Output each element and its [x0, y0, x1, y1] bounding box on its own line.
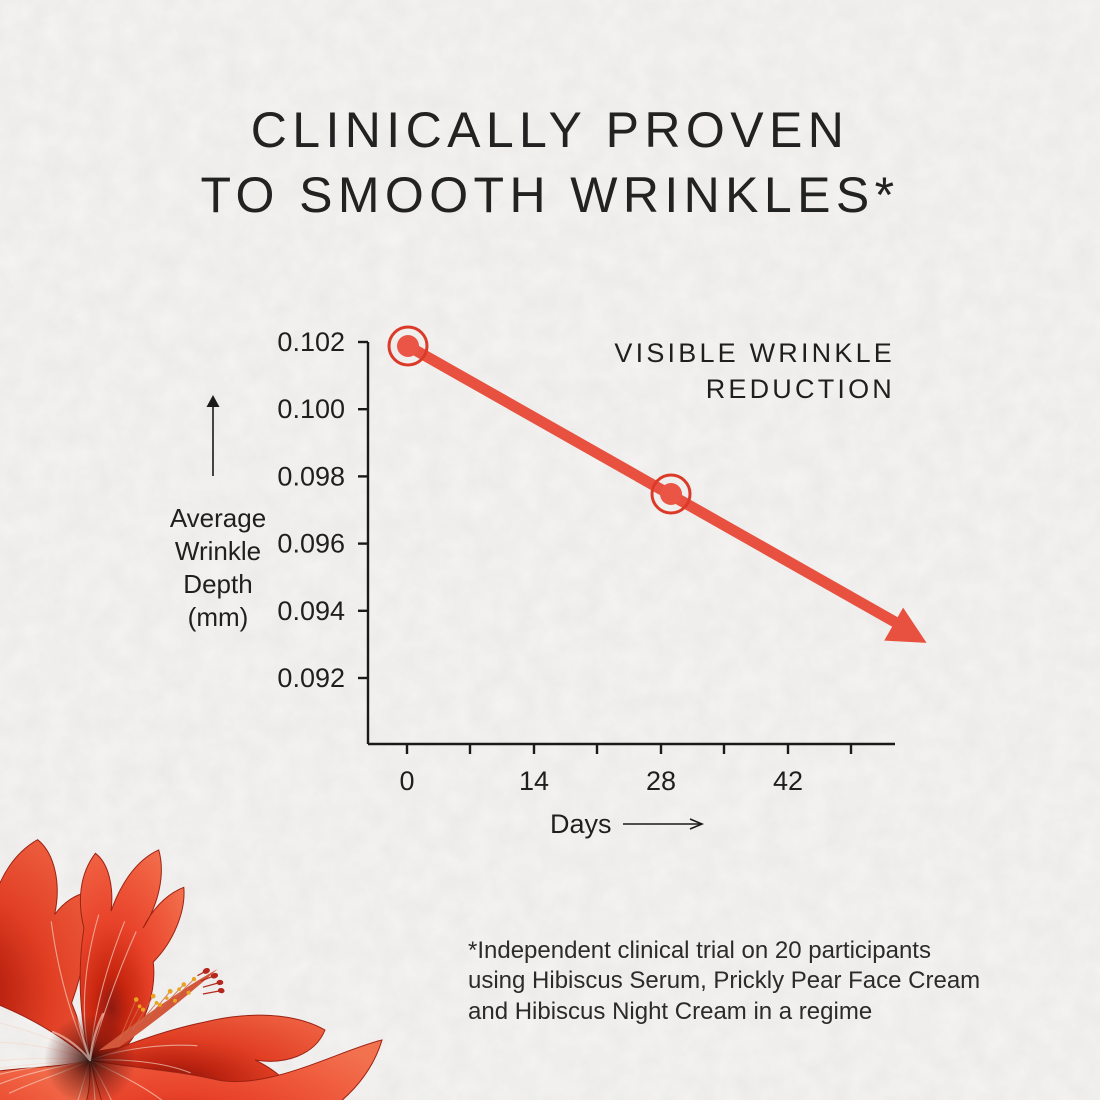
svg-text:0.098: 0.098	[277, 461, 345, 491]
svg-text:0.096: 0.096	[277, 529, 345, 559]
svg-text:Depth: Depth	[183, 569, 252, 599]
svg-text:REDUCTION: REDUCTION	[706, 374, 895, 404]
svg-text:0.102: 0.102	[277, 327, 345, 357]
svg-text:Average: Average	[170, 503, 266, 533]
svg-text:14: 14	[519, 766, 549, 796]
svg-text:0.092: 0.092	[277, 663, 345, 693]
svg-text:VISIBLE WRINKLE: VISIBLE WRINKLE	[614, 338, 895, 368]
svg-text:28: 28	[646, 766, 676, 796]
svg-text:(mm): (mm)	[188, 602, 249, 632]
svg-text:42: 42	[773, 766, 803, 796]
svg-text:Days: Days	[550, 809, 612, 839]
svg-text:0: 0	[399, 766, 414, 796]
svg-text:0.100: 0.100	[277, 394, 345, 424]
svg-text:Wrinkle: Wrinkle	[175, 536, 261, 566]
svg-text:0.094: 0.094	[277, 596, 345, 626]
